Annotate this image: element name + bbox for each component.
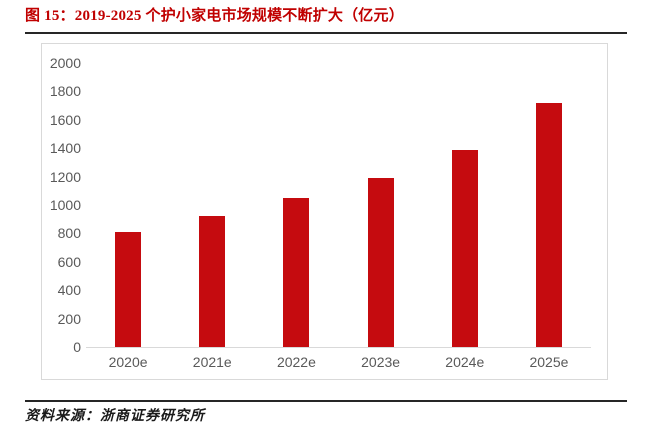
bar-column (339, 178, 423, 347)
y-tick-label: 600 (57, 253, 81, 270)
bar (451, 150, 478, 347)
bar-column (170, 216, 254, 347)
bar-column (423, 150, 507, 347)
source-line: 资料来源：浙商证券研究所 (25, 408, 205, 426)
bar (535, 103, 562, 347)
x-tick-label: 2020e (108, 354, 148, 370)
y-tick-label: 1400 (49, 140, 81, 157)
x-tick-label: 2021e (192, 354, 232, 370)
x-axis-line (86, 347, 591, 348)
y-tick-label: 2000 (49, 55, 81, 71)
bar-chart: 2000 1800 1600 1400 1200 1000 800 600 400 200 0 20… (41, 43, 608, 380)
x-tick-label: 2025e (529, 354, 569, 370)
bars-area (86, 63, 591, 347)
y-tick-label: 0 (73, 339, 81, 355)
figure-number-label: 图 15： (25, 8, 75, 24)
x-tick-label: 2022e (276, 354, 316, 370)
y-tick-label: 1800 (49, 83, 81, 100)
x-tick-label: 2023e (361, 354, 401, 370)
figure-title-text: 2019-2025 个护小家电市场规模不断扩大（亿元） (74, 8, 404, 24)
bar (367, 178, 394, 347)
x-axis-labels: 2020e 2021e 2022e 2023e 2024e 2025e (86, 354, 591, 370)
bar-column (507, 103, 591, 347)
y-tick-label: 800 (57, 225, 81, 242)
y-tick-label: 1200 (49, 168, 81, 185)
bar (115, 232, 142, 347)
y-tick-label: 1000 (49, 197, 81, 213)
y-axis: 2000 1800 1600 1400 1200 1000 800 600 400 200 0 (42, 44, 81, 379)
bar (283, 198, 310, 347)
y-tick-label: 400 (57, 282, 81, 299)
source-label: 资料来源： (25, 409, 100, 424)
bar-column (254, 198, 338, 347)
figure-title: 图 15：2019-2025 个护小家电市场规模不断扩大（亿元） (25, 7, 627, 34)
bar (199, 216, 226, 347)
y-tick-label: 200 (57, 310, 81, 327)
bar-column (86, 232, 170, 347)
x-tick-label: 2024e (445, 354, 485, 370)
footer-rule (25, 400, 627, 402)
source-text: 浙商证券研究所 (100, 409, 205, 424)
y-tick-label: 1600 (49, 111, 81, 128)
